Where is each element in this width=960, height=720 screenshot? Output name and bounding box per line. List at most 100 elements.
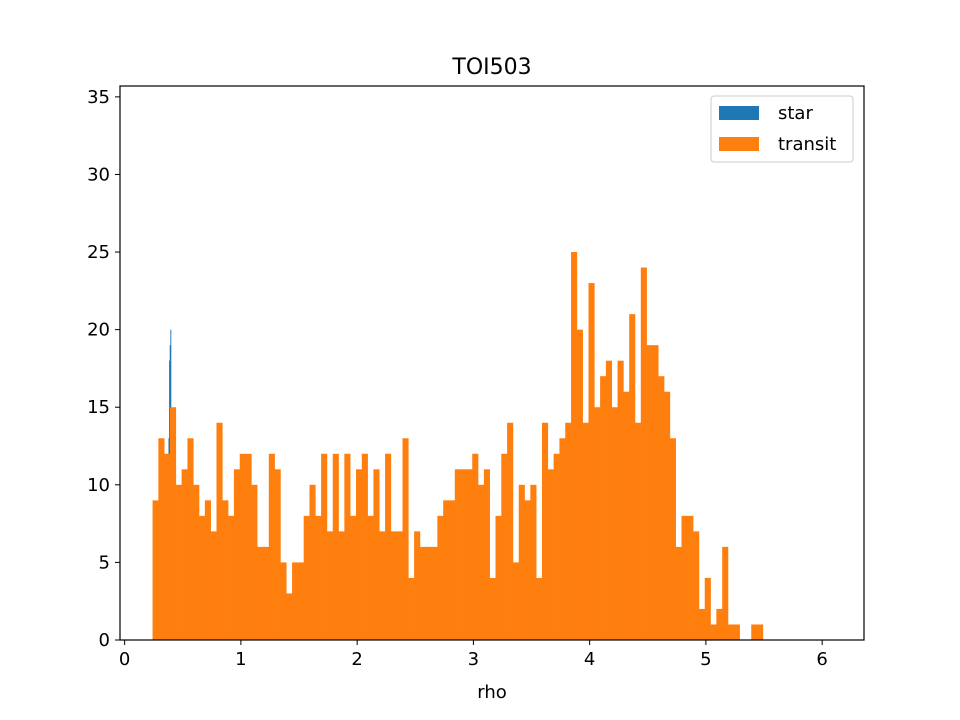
bar-transit-80 — [617, 360, 624, 640]
bar-transit-20 — [268, 453, 275, 640]
bar-transit-32 — [338, 531, 345, 640]
bar-transit-78 — [605, 360, 613, 640]
bar-transit-35 — [355, 469, 363, 640]
legend-swatch-transit — [719, 137, 759, 151]
bar-transit-70 — [559, 438, 566, 640]
bar-transit-40 — [385, 453, 392, 640]
bar-transit-69 — [553, 453, 560, 640]
bar-transit-71 — [565, 422, 572, 640]
bar-transit-21 — [274, 469, 281, 640]
bar-transit-23 — [286, 593, 293, 640]
bar-transit-88 — [664, 391, 671, 640]
bar-transit-17 — [251, 484, 258, 640]
bar-transit-6 — [187, 438, 194, 640]
bar-transit-94 — [698, 608, 706, 640]
bar-transit-72 — [571, 252, 578, 641]
bar-transit-51 — [448, 500, 456, 640]
bar-transit-82 — [629, 314, 636, 640]
bar-transit-0 — [152, 500, 159, 640]
bar-transit-33 — [344, 453, 351, 640]
bar-transit-83 — [634, 422, 642, 640]
bar-transit-55 — [472, 453, 479, 640]
bar-transit-22 — [280, 562, 287, 640]
x-tick-label: 0 — [119, 649, 130, 670]
x-tick-label: 4 — [584, 649, 595, 670]
y-axis-ticks: 0 5 10 15 20 25 30 35 — [87, 87, 120, 651]
bar-transit-65 — [530, 484, 537, 640]
bar-transit-30 — [326, 531, 334, 640]
bar-transit-29 — [321, 453, 328, 640]
bar-transit-58 — [489, 577, 496, 640]
bar-transit-9 — [204, 500, 211, 640]
bar-transit-95 — [704, 577, 711, 640]
bar-transit-28 — [315, 515, 322, 640]
x-tick-label: 1 — [235, 649, 246, 670]
bar-transit-63 — [518, 484, 525, 640]
bar-transit-10 — [210, 531, 217, 640]
bar-transit-3 — [169, 407, 177, 640]
bar-transit-84 — [640, 267, 647, 640]
bar-transit-76 — [594, 407, 601, 640]
bar-transit-68 — [547, 469, 554, 640]
bar-transit-43 — [402, 438, 409, 640]
bar-transit-2 — [164, 453, 171, 640]
bars-layer — [152, 252, 764, 641]
y-tick-label: 35 — [87, 87, 110, 108]
bar-transit-74 — [582, 422, 589, 640]
y-tick-label: 30 — [87, 164, 110, 185]
bar-transit-92 — [687, 515, 694, 640]
legend-label-star: star — [778, 103, 813, 124]
bar-transit-39 — [379, 531, 386, 640]
x-tick-label: 5 — [700, 649, 711, 670]
bar-transit-64 — [524, 500, 531, 640]
y-tick-label: 5 — [99, 552, 110, 573]
bar-transit-50 — [443, 500, 450, 640]
bar-transit-98 — [722, 546, 729, 640]
bar-transit-79 — [611, 407, 618, 640]
bar-transit-97 — [716, 608, 723, 640]
bar-transit-89 — [669, 438, 676, 640]
x-tick-label: 2 — [351, 649, 362, 670]
bar-transit-38 — [373, 469, 380, 640]
bar-transit-81 — [623, 391, 630, 640]
y-tick-label: 15 — [87, 397, 110, 418]
bar-transit-91 — [681, 515, 688, 640]
bar-transit-59 — [495, 515, 502, 640]
bar-transit-18 — [257, 546, 264, 640]
bar-transit-5 — [181, 469, 188, 640]
bar-transit-87 — [658, 376, 665, 640]
bar-transit-54 — [466, 469, 473, 640]
bar-transit-13 — [228, 515, 235, 640]
y-tick-label: 20 — [87, 320, 110, 341]
bar-transit-36 — [361, 453, 368, 640]
bar-transit-34 — [350, 515, 357, 640]
bar-transit-15 — [239, 453, 246, 640]
bar-transit-100 — [733, 624, 740, 640]
y-tick-label: 10 — [87, 475, 110, 496]
bar-transit-24 — [292, 562, 299, 640]
bar-transit-77 — [600, 376, 607, 640]
bar-transit-41 — [390, 531, 397, 640]
bar-transit-44 — [408, 577, 415, 640]
bar-transit-49 — [437, 515, 444, 640]
bar-transit-19 — [262, 546, 270, 640]
bar-transit-26 — [303, 515, 310, 640]
bar-transit-14 — [233, 469, 241, 640]
bar-transit-25 — [297, 562, 304, 640]
bar-transit-104 — [757, 624, 764, 640]
x-axis-ticks: 0 1 2 3 4 5 6 — [119, 640, 828, 670]
y-tick-label: 0 — [99, 630, 110, 651]
bar-transit-93 — [693, 531, 700, 640]
bar-transit-4 — [175, 484, 182, 640]
legend-label-transit: transit — [778, 134, 836, 155]
bar-transit-60 — [501, 453, 508, 640]
bar-transit-16 — [245, 453, 252, 640]
bar-transit-90 — [675, 546, 682, 640]
bar-transit-31 — [332, 453, 339, 640]
bar-transit-42 — [396, 531, 403, 640]
bar-transit-1 — [158, 438, 165, 640]
x-tick-label: 3 — [468, 649, 479, 670]
bar-transit-27 — [309, 484, 316, 640]
chart-title: TOI503 — [451, 55, 531, 80]
